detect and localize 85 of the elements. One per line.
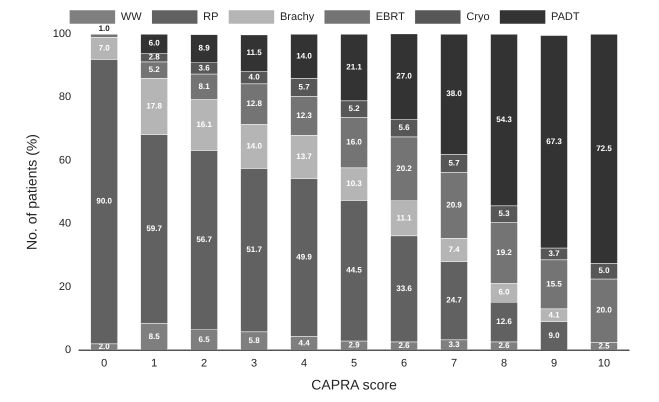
y-tick-label: 100	[52, 28, 72, 40]
data-label: 7.4	[448, 245, 460, 254]
x-tick-label: 8	[500, 358, 508, 370]
data-label: 51.7	[246, 245, 262, 254]
data-label: 67.3	[546, 136, 562, 146]
x-tick-label: 3	[251, 358, 258, 370]
data-label: 8.1	[198, 82, 210, 91]
data-label: 15.5	[546, 279, 562, 288]
data-label: 6.0	[498, 288, 510, 297]
data-label: 49.9	[296, 252, 312, 262]
data-label: 2.5	[598, 341, 610, 350]
data-label: 19.2	[496, 248, 512, 257]
x-tick-label: 6	[401, 358, 408, 370]
legend-label: PADT	[551, 11, 580, 24]
data-label: 59.7	[146, 224, 162, 234]
data-label: 11.5	[246, 48, 262, 58]
data-label: 3.7	[548, 248, 560, 258]
legend-label: WW	[120, 11, 142, 24]
data-label: 2.9	[348, 340, 360, 350]
data-label: 9.0	[548, 330, 560, 340]
data-label: 54.3	[496, 114, 512, 124]
data-label: 6.5	[198, 334, 210, 344]
data-label: 5.6	[398, 123, 410, 132]
data-label: 5.7	[298, 82, 310, 92]
data-label: 56.7	[196, 235, 212, 244]
data-label: 20.2	[396, 164, 412, 173]
data-label: 16.1	[196, 120, 212, 130]
data-label: 33.6	[396, 284, 412, 293]
data-label: 13.7	[296, 152, 312, 161]
data-label: 5.0	[598, 266, 610, 276]
data-label: 14.0	[246, 141, 262, 150]
x-tick-label: 7	[450, 358, 458, 370]
x-tick-label: 10	[598, 358, 610, 370]
data-label: 38.0	[446, 89, 462, 98]
legend-label: EBRT	[376, 11, 406, 24]
data-label: 4.4	[298, 338, 310, 348]
data-label: 12.3	[296, 110, 312, 120]
x-tick-label: 9	[550, 358, 558, 370]
y-tick-label: 0	[65, 344, 72, 356]
data-label: 5.3	[498, 209, 510, 218]
data-label: 5.2	[348, 104, 360, 114]
data-label: 6.0	[148, 38, 160, 48]
x-tick-label: 5	[351, 358, 358, 370]
data-label: 14.0	[296, 51, 312, 60]
data-label: 90.0	[96, 196, 112, 206]
data-label: 3.6	[198, 63, 210, 72]
data-label: 24.7	[446, 296, 462, 305]
data-label: 11.1	[396, 213, 412, 222]
data-label: 21.1	[346, 62, 362, 72]
legend-label: Cryo	[466, 11, 490, 24]
data-label: 5.8	[248, 336, 260, 346]
legend-label: Brachy	[280, 11, 315, 24]
y-tick-label: 80	[58, 91, 72, 104]
data-label: 20.0	[596, 306, 612, 315]
data-label: 12.6	[496, 317, 512, 326]
x-tick-label: 0	[101, 358, 108, 370]
data-label: 7.0	[98, 43, 110, 52]
data-label: 1.0	[98, 24, 110, 34]
data-label: 44.5	[346, 266, 362, 275]
data-label: 12.8	[246, 99, 262, 108]
legend-label: RP	[203, 11, 218, 24]
x-axis-title: CAPRA score	[311, 376, 398, 392]
data-label: 4.0	[248, 72, 260, 82]
data-label: 8.5	[148, 332, 160, 341]
y-axis-title: No. of patients (%)	[23, 134, 40, 250]
data-label: 10.3	[346, 179, 362, 188]
data-label: 8.9	[198, 44, 210, 53]
data-label: 27.0	[396, 72, 412, 81]
data-label: 3.3	[448, 340, 460, 349]
data-label: 4.1	[548, 310, 560, 320]
x-tick-label: 1	[151, 358, 158, 370]
y-tick-label: 60	[58, 154, 72, 166]
y-tick-label: 40	[58, 218, 72, 230]
y-tick-label: 20	[58, 280, 72, 293]
data-label: 17.8	[146, 102, 162, 111]
data-label: 2.6	[498, 341, 510, 350]
data-label: 5.2	[148, 65, 160, 74]
data-label: 2.8	[148, 52, 160, 62]
data-label: 72.5	[596, 144, 612, 153]
x-tick-label: 4	[301, 358, 308, 370]
data-label: 2.6	[398, 341, 410, 350]
data-label: 16.0	[346, 138, 362, 147]
data-label: 20.9	[446, 200, 462, 210]
data-label: 5.7	[448, 158, 460, 168]
x-tick-label: 2	[201, 358, 208, 370]
